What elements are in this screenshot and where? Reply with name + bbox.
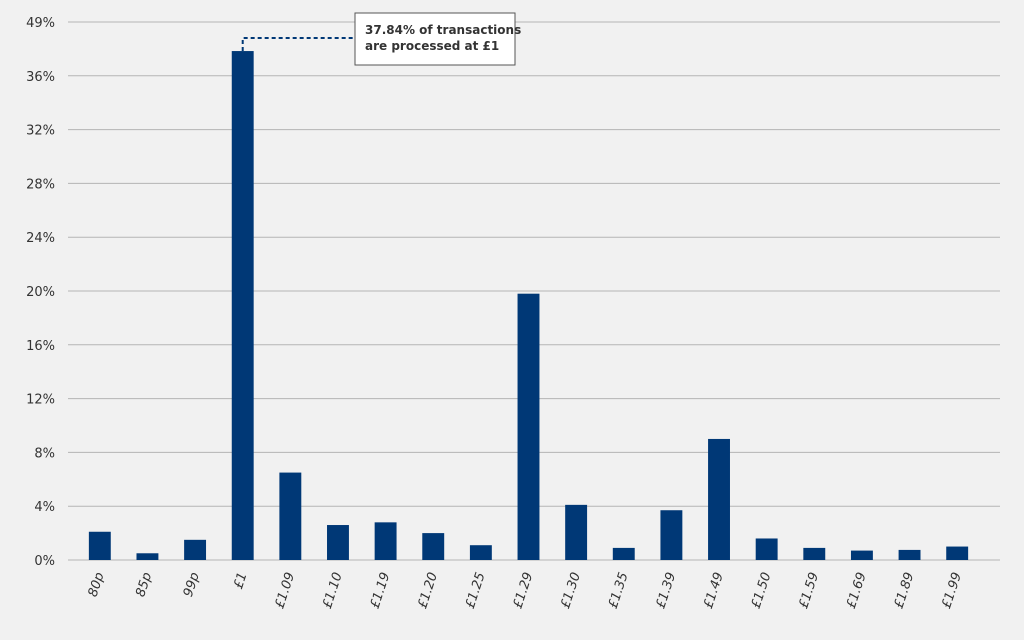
y-tick-label: 4% [34,500,55,515]
bar [469,545,492,560]
y-tick-label: 8% [34,446,55,461]
y-tick-label: 24% [26,231,55,246]
bar [374,522,397,560]
bar [850,550,873,560]
bar [231,51,254,560]
annotation-text: 37.84% of transactions [365,23,521,37]
x-tick-label: 99p [181,571,203,599]
bar [279,472,302,560]
y-tick-label: 32% [26,124,55,139]
x-tick-label: £1.09 [272,571,298,611]
bar [660,510,683,560]
bar [136,553,159,560]
bar [708,438,730,560]
bar [88,531,111,560]
x-tick-label: 80p [86,571,108,599]
y-tick-label: 20% [26,285,55,300]
bar [755,538,778,560]
annotation-box [354,12,516,66]
y-tick-label: 0% [34,554,55,569]
x-tick-label: £1.50 [749,571,775,611]
x-tick-label: £1.35 [606,571,632,611]
x-tick-label: £1.19 [368,571,394,611]
bar [946,546,969,560]
x-tick-label: £1.30 [558,571,584,611]
bar [612,547,635,560]
x-tick-label: £1.20 [415,571,441,611]
x-tick-label: £1.89 [892,571,918,611]
y-tick-label: 49% [26,16,55,31]
y-tick-label: 16% [26,339,55,354]
bar [422,533,445,560]
bar [565,504,588,560]
y-tick-label: 28% [26,177,55,192]
bar [327,525,349,560]
x-tick-label: £1.39 [653,571,679,611]
y-tick-label: 36% [26,70,55,85]
annotation-text: are processed at £1 [365,39,499,53]
x-tick-label: £1.29 [511,571,537,611]
x-tick-label: £1.10 [320,571,346,611]
x-tick-label: £1.69 [844,571,870,611]
bar [184,539,207,560]
annotation-leader [241,37,355,52]
x-tick-label: £1.49 [701,571,727,611]
bar [517,293,540,560]
x-tick-label: £1.25 [463,571,489,611]
x-tick-label: £1 [231,571,250,591]
x-tick-label: £1.99 [939,571,965,611]
x-tick-label: £1.59 [796,571,822,611]
bar [898,549,921,560]
bar [803,547,826,560]
y-tick-label: 12% [26,393,55,408]
x-tick-label: 85p [133,571,155,599]
